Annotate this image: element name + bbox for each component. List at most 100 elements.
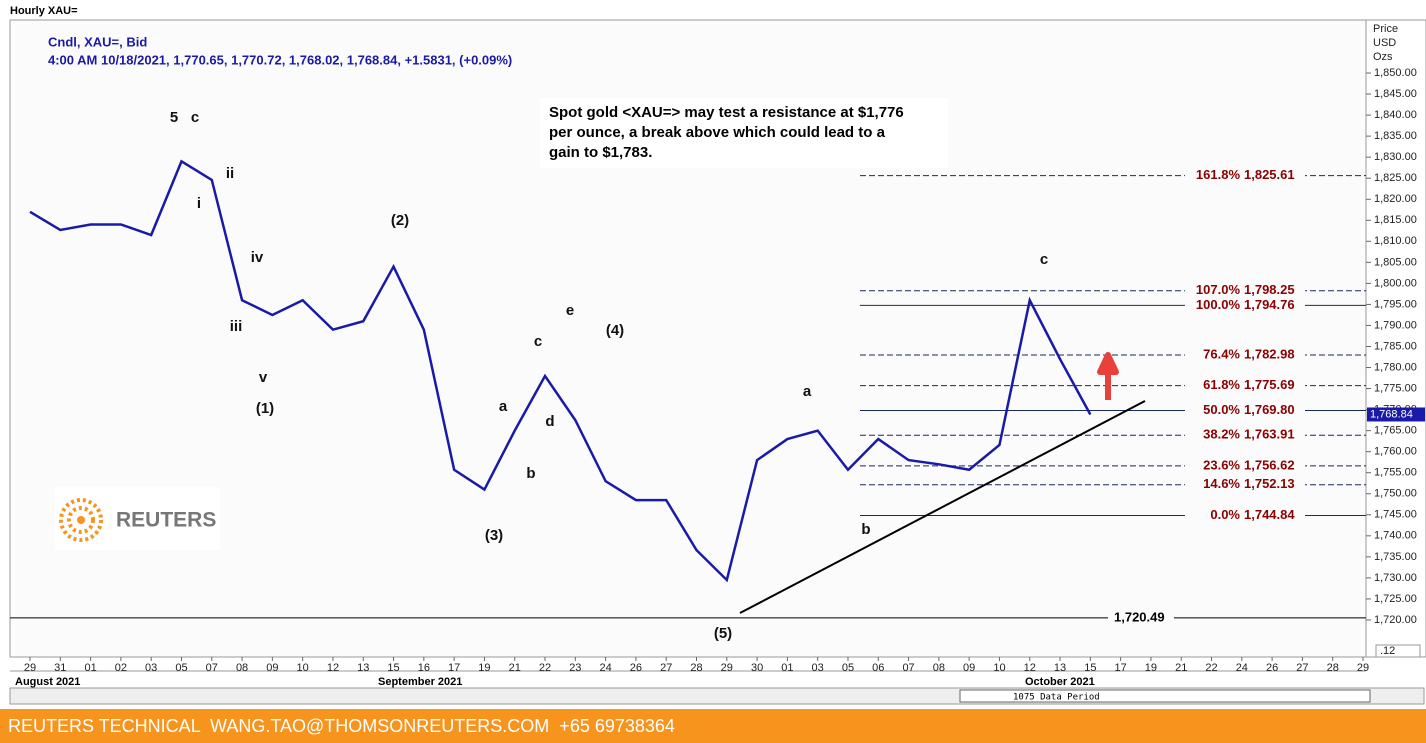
wave-label: iii [230, 318, 243, 335]
y-tick-label: 1,825.00 [1374, 172, 1417, 184]
note-line: per ounce, a break above which could lea… [549, 124, 886, 141]
fib-percent: 76.4% [1203, 346, 1240, 361]
y-tick-label: 1,745.00 [1374, 509, 1417, 521]
wave-label: a [803, 383, 812, 400]
x-tick-label: 22 [1205, 662, 1217, 674]
wave-label: c [534, 333, 542, 350]
last-price-label: 1,768.84 [1370, 408, 1413, 420]
x-tick-label: 28 [690, 662, 702, 674]
x-tick-label: 27 [1296, 662, 1308, 674]
fib-label-bg [1185, 507, 1305, 524]
x-tick-label: 17 [448, 662, 460, 674]
x-tick-label: 13 [357, 662, 369, 674]
note-line: gain to $1,783. [549, 144, 652, 161]
logo-text: REUTERS [116, 509, 216, 532]
y-tick-label: 1,730.00 [1374, 572, 1417, 584]
fib-percent: 0.0% [1210, 507, 1240, 522]
y-tick-label: 1,790.00 [1374, 319, 1417, 331]
x-tick-label: 29 [24, 662, 36, 674]
y-tick-label: 1,800.00 [1374, 277, 1417, 289]
fib-price: 1,782.98 [1244, 346, 1295, 361]
x-tick-label: 31 [54, 662, 66, 674]
y-tick-label: 1,725.00 [1374, 593, 1417, 605]
x-tick-label: 13 [1054, 662, 1066, 674]
wave-label: i [197, 195, 201, 212]
zoom-label: .12 [1380, 645, 1395, 657]
scroll-thumb[interactable] [959, 689, 1371, 703]
fib-price: 1,794.76 [1244, 297, 1295, 312]
x-tick-label: 08 [236, 662, 248, 674]
y-tick-label: 1,815.00 [1374, 214, 1417, 226]
wave-label: 5 [170, 109, 178, 126]
x-tick-label: 05 [175, 662, 187, 674]
x-tick-label: 09 [266, 662, 278, 674]
x-tick-label: 10 [993, 662, 1005, 674]
x-tick-label: 17 [1115, 662, 1127, 674]
fib-price: 1,756.62 [1244, 457, 1295, 472]
wave-label: (3) [485, 527, 503, 544]
x-tick-label: 19 [478, 662, 490, 674]
fib-percent: 107.0% [1196, 282, 1241, 297]
y-tick-label: 1,850.00 [1374, 67, 1417, 79]
fib-label-bg [1185, 427, 1305, 444]
x-tick-label: 07 [902, 662, 914, 674]
y-tick-label: 1,720.00 [1374, 614, 1417, 626]
y-tick-label: 1,765.00 [1374, 425, 1417, 437]
wave-label: e [566, 302, 574, 319]
fib-label-bg [1185, 476, 1305, 493]
x-tick-label: 07 [206, 662, 218, 674]
x-tick-label: 30 [751, 662, 763, 674]
x-tick-label: 01 [781, 662, 793, 674]
fib-percent: 61.8% [1203, 377, 1240, 392]
legend-line: Cndl, XAU=, Bid [48, 34, 147, 49]
fib-price: 1,798.25 [1244, 282, 1295, 297]
logo-icon [59, 498, 103, 542]
x-tick-label: 12 [1024, 662, 1036, 674]
note-box [540, 98, 948, 168]
x-tick-label: 22 [539, 662, 551, 674]
x-tick-label: 15 [1084, 662, 1096, 674]
wave-label: (2) [391, 212, 409, 229]
wave-label: iv [251, 249, 264, 266]
zoom-box[interactable] [1375, 644, 1421, 658]
x-tick-label: 26 [1266, 662, 1278, 674]
x-tick-label: 23 [569, 662, 581, 674]
x-tick-label: 28 [1327, 662, 1339, 674]
fib-percent: 23.6% [1203, 457, 1240, 472]
x-tick-label: 26 [630, 662, 642, 674]
trend-line [739, 400, 1146, 614]
y-tick-label: 1,760.00 [1374, 446, 1417, 458]
y-tick-label: 1,775.00 [1374, 382, 1417, 394]
y-tick-label: 1,735.00 [1374, 551, 1417, 563]
fib-label-bg [1185, 297, 1305, 314]
fib-percent: 14.6% [1203, 476, 1240, 491]
x-tick-label: 19 [1145, 662, 1157, 674]
month-label: October 2021 [1025, 676, 1095, 688]
x-tick-label: 05 [842, 662, 854, 674]
axis-title: USD [1373, 37, 1396, 49]
wave-label: (5) [714, 625, 732, 642]
y-tick-label: 1,840.00 [1374, 109, 1417, 121]
x-tick-label: 21 [1175, 662, 1187, 674]
x-tick-label: 03 [145, 662, 157, 674]
x-tick-label: 29 [721, 662, 733, 674]
wave-label: (1) [256, 400, 274, 417]
x-tick-label: 10 [297, 662, 309, 674]
fib-percent: 161.8% [1196, 167, 1241, 182]
month-label: August 2021 [15, 676, 80, 688]
legend-line: 4:00 AM 10/18/2021, 1,770.65, 1,770.72, … [48, 52, 512, 67]
x-tick-label: 24 [599, 662, 611, 674]
x-tick-label: 15 [387, 662, 399, 674]
y-tick-label: 1,845.00 [1374, 88, 1417, 100]
up-arrow [1097, 352, 1119, 400]
fib-percent: 38.2% [1203, 427, 1240, 442]
fib-label-bg [1185, 167, 1305, 184]
wave-label: a [499, 398, 508, 415]
wave-label: c [191, 109, 199, 126]
y-tick-label: 1,750.00 [1374, 488, 1417, 500]
x-tick-label: 27 [660, 662, 672, 674]
wave-label: c [1040, 251, 1048, 268]
fib-price: 1,775.69 [1244, 377, 1295, 392]
